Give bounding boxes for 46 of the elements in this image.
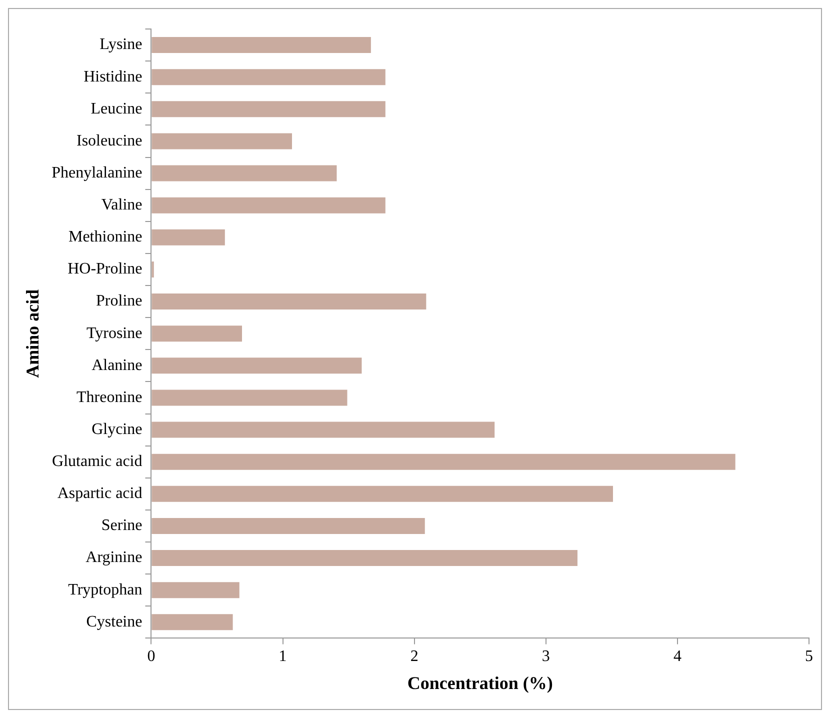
bar — [152, 294, 426, 310]
y-tick-label: Leucine — [90, 100, 142, 118]
y-tick-label: Proline — [96, 292, 142, 310]
bar — [152, 101, 386, 118]
bar — [152, 486, 613, 502]
bar — [152, 229, 225, 246]
y-tick-label: Isoleucine — [76, 132, 142, 150]
x-tick-label: 5 — [805, 648, 813, 666]
y-tick-label: Aspartic acid — [57, 485, 142, 502]
y-tick-label: Glycine — [92, 420, 142, 438]
bar — [152, 133, 292, 150]
bar — [152, 390, 348, 406]
y-tick-label: Alanine — [92, 356, 142, 374]
x-tick-label: 2 — [410, 648, 418, 666]
bar — [152, 165, 337, 182]
y-tick-label: Glutamic acid — [52, 453, 142, 470]
bar — [152, 518, 425, 534]
y-tick-label: Lysine — [100, 36, 142, 54]
x-axis-title: Concentration (%) — [407, 672, 553, 693]
y-tick-label: HO-Proline — [68, 260, 142, 278]
bar — [152, 358, 362, 374]
y-tick-label: Cysteine — [86, 613, 142, 630]
bar — [152, 197, 386, 214]
bar — [152, 69, 386, 86]
y-tick-label: Tryptophan — [68, 581, 142, 598]
x-tick-label: 3 — [542, 648, 550, 666]
chart-frame: Concentration (%) Amino acid 0 1 2 3 4 5 Lysine Histidine Leucine Isoleucine Phenylalanine Valine Methionine HO-Proline Proline Tyrosine Alanine Threonine Glycine Glutamic acid Aspartic acid Serine Arginine Tryptophan Cysteine — [8, 8, 822, 710]
x-tick-label: 0 — [147, 648, 156, 666]
x-tick-label: 4 — [673, 648, 682, 666]
bar — [152, 422, 495, 438]
bar — [152, 454, 736, 470]
y-axis-title: Amino acid — [22, 289, 42, 378]
y-tick-label: Threonine — [76, 388, 142, 406]
bar — [152, 582, 240, 598]
y-tick-label: Histidine — [84, 68, 142, 86]
y-tick-label: Tyrosine — [86, 324, 142, 342]
y-tick-label: Arginine — [86, 549, 142, 566]
x-tick-label: 1 — [278, 648, 287, 666]
y-tick-label: Serine — [101, 517, 142, 534]
bar — [152, 550, 578, 566]
bar — [152, 37, 371, 54]
bar — [152, 326, 242, 342]
y-tick-label: Methionine — [68, 228, 142, 246]
y-tick-label: Valine — [101, 196, 142, 214]
bar — [152, 614, 233, 630]
y-tick-label: Phenylalanine — [52, 164, 142, 182]
